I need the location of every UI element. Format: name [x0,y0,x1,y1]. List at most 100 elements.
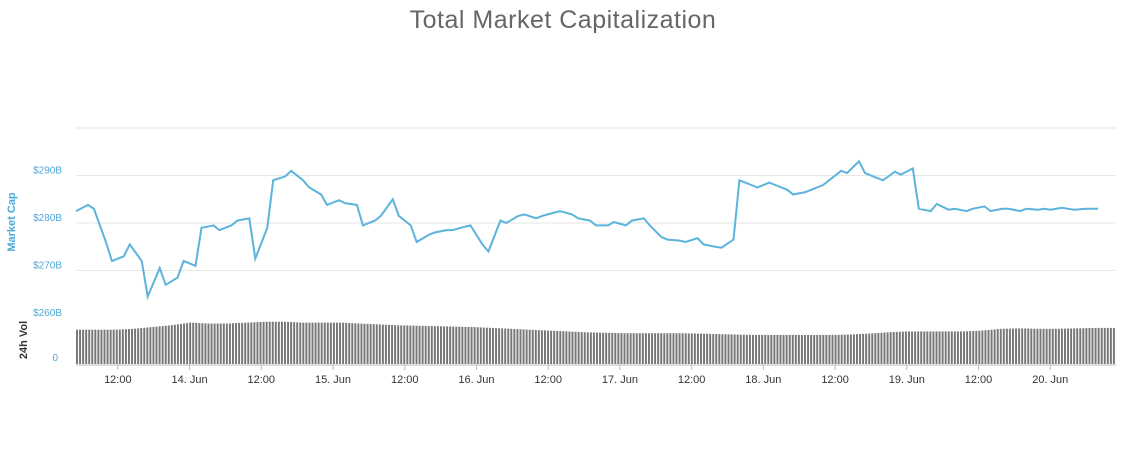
volume-bar [317,322,320,364]
volume-bar [91,329,94,364]
volume-bar [1064,328,1066,364]
volume-bar [889,332,892,364]
volume-bar [164,325,167,364]
volume-bar [366,323,369,364]
volume-bar [348,323,351,364]
y-tick-label: $270B [33,261,62,272]
volume-bar [415,325,418,364]
volume-bar [381,324,384,364]
volume-bar [391,325,394,364]
volume-bar [1067,328,1070,364]
volume-bar [161,326,164,364]
x-tick-label: 12:00 [965,374,993,386]
volume-bar [1106,327,1109,364]
volume-bar [550,330,553,364]
volume-bar [663,333,666,364]
volume-bar [167,325,170,364]
volume-bar [152,326,155,364]
volume-bar [222,323,225,364]
volume-bar [770,334,773,364]
volume-bar [706,333,709,364]
volume-bar [305,322,308,364]
volume-bar [908,331,910,364]
volume-bar [115,329,118,364]
volume-bar [326,322,329,364]
volume-bar [143,327,146,364]
volume-bar [430,326,433,364]
volume-bar [730,334,733,364]
y-tick-label: $280B [33,213,62,224]
volume-bar [409,325,412,364]
volume-bar [360,323,363,364]
volume-bar [534,329,537,364]
volume-bar [638,333,641,364]
volume-bar [589,332,592,364]
volume-bar [192,322,195,364]
volume-bar [339,322,342,364]
x-tick-label: 14. Jun [172,374,208,386]
volume-bar [568,331,571,364]
volume-bar [189,322,192,364]
volume-bar [210,323,213,364]
volume-bar [565,331,568,364]
volume-bar [941,331,944,364]
volume-bar [201,323,204,364]
volume-bar [1030,328,1033,364]
volume-bar [984,330,987,364]
volume-bar [256,322,259,364]
volume-bar [394,325,397,364]
volume-bar [510,328,513,364]
y-axis-label: Market Cap [6,192,18,252]
volume-bar [596,332,598,364]
volume-bar [293,322,296,364]
volume-bar [82,329,85,364]
volume-bar [180,323,182,364]
volume-bar [602,332,605,364]
volume-bar [455,326,458,364]
volume-bar [620,333,623,364]
volume-bar [972,330,975,364]
volume-bar [397,325,400,364]
volume-bar [400,325,403,364]
volume-bar [874,333,877,364]
volume-bar [274,321,277,364]
volume-bar [703,333,706,364]
volume-bar [791,334,794,364]
volume-bar [886,332,889,364]
volume-bar [736,334,739,364]
volume-bar [657,333,660,364]
volume-bar [898,331,901,364]
x-tick-label: 16. Jun [458,374,494,386]
volume-bar [332,322,335,364]
volume-bar [284,321,286,364]
volume-bar [1039,328,1042,364]
volume-bar [849,334,852,364]
x-tick-label: 18. Jun [745,374,781,386]
volume-bar [987,329,990,364]
volume-bar [134,328,137,364]
volume-bar [675,333,678,364]
volume-bar [804,334,806,364]
volume-bar [372,324,375,364]
volume-bar [253,322,256,364]
volume-bar [540,330,543,364]
volume-bar [1091,327,1094,364]
volume-bar [314,322,317,364]
volume-bar [329,322,332,364]
volume-bar [235,323,238,364]
volume-bar [883,332,886,364]
volume-bar [485,327,488,364]
volume-bar [507,328,510,364]
volume-bar [504,328,507,364]
volume-bar [531,329,534,364]
volume-bar [782,334,785,364]
volume-bar [204,323,207,364]
volume-bar [1094,327,1097,364]
volume-bar [302,322,305,364]
y-tick-label: $290B [33,166,62,177]
volume-bar [1045,328,1048,364]
volume-bar [901,331,904,364]
volume-bar [109,329,112,364]
volume-bar [950,331,953,364]
